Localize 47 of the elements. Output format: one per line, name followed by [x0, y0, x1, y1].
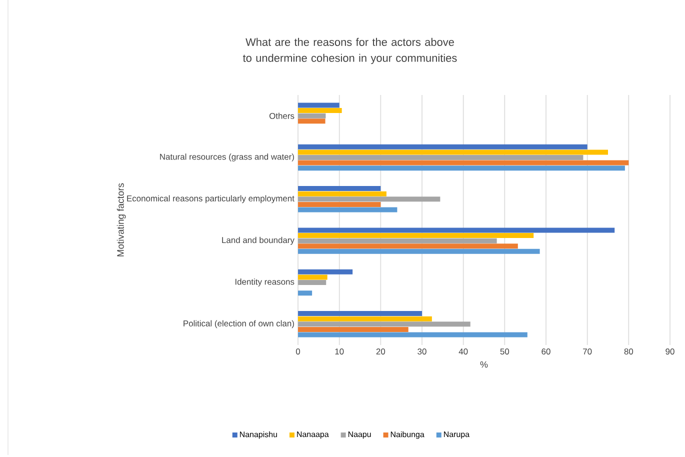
bar [298, 244, 518, 249]
bar [298, 113, 326, 118]
y-axis-title: Motivating factors [116, 183, 126, 256]
bar [298, 186, 381, 192]
bar [298, 144, 588, 150]
x-tick-label: 60 [542, 348, 550, 354]
bar [298, 196, 440, 202]
bar [298, 207, 398, 212]
chart-title: What are the reasons for the actors above to undermine cohesion in your communities [242, 38, 457, 64]
bar [298, 290, 312, 296]
y-tick-label: Economical reasons particularly employment [127, 195, 294, 204]
bar [298, 238, 497, 244]
bar [298, 160, 629, 166]
bar [298, 269, 353, 274]
x-tick-label: 70 [583, 348, 592, 354]
x-tick-label: 50 [500, 348, 510, 354]
bar [298, 150, 608, 155]
x-axis-title: % [480, 361, 488, 368]
y-tick-label: Natural resources (grass and water) [160, 154, 294, 162]
bar [298, 332, 528, 338]
x-tick-label: 40 [458, 348, 468, 354]
x-tick-label: 80 [624, 348, 634, 354]
bar [298, 248, 540, 254]
bar [298, 154, 584, 160]
x-tick-label: 90 [666, 348, 674, 354]
x-tick-label: 0 [296, 348, 300, 354]
bar [298, 233, 534, 238]
bar [298, 326, 408, 332]
x-tick-label: 20 [376, 348, 386, 354]
bar [298, 316, 432, 322]
x-tick-label: 10 [335, 348, 344, 354]
bar [298, 202, 381, 207]
bar [298, 108, 342, 114]
bar [298, 274, 328, 280]
bar [298, 191, 386, 196]
y-tick-label: Identity reasons [235, 278, 294, 286]
bar [298, 166, 625, 171]
bar [298, 322, 470, 327]
bar [298, 102, 340, 108]
bar [298, 280, 326, 285]
y-tick-label: Political (election of own clan) [184, 320, 294, 328]
bar [298, 118, 326, 124]
bar [298, 228, 615, 233]
bar [298, 311, 422, 316]
y-tick-label: Land and boundary [222, 236, 294, 245]
x-tick-label: 30 [418, 348, 426, 354]
y-tick-label: Others [269, 112, 294, 119]
